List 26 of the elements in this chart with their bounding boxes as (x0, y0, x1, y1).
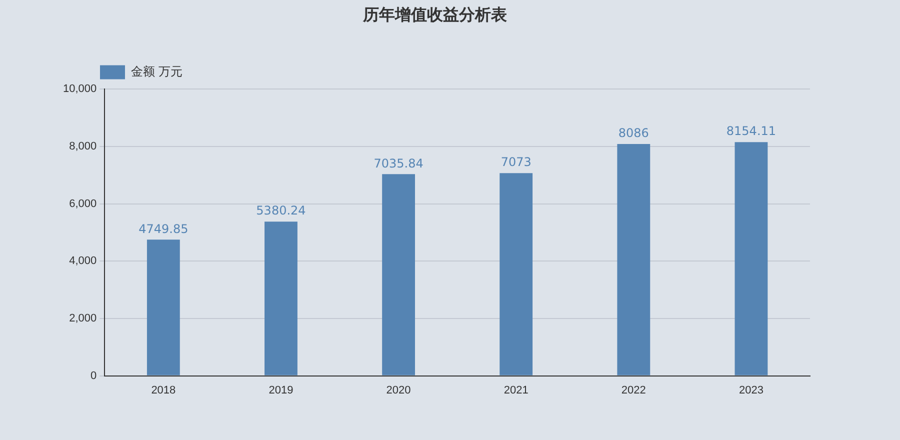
x-tick-label: 2018 (151, 384, 176, 396)
data-label: 8086 (618, 126, 649, 140)
chart-title: 历年增值收益分析表 (362, 6, 508, 24)
y-tick-label: 0 (90, 370, 97, 382)
x-tick-label: 2023 (738, 384, 764, 396)
x-tick-label: 2022 (621, 384, 646, 396)
y-tick-label: 6,000 (69, 198, 97, 210)
bar (734, 142, 768, 376)
y-tick-label: 8,000 (69, 140, 97, 153)
data-label: 8154.11 (726, 124, 776, 138)
legend-label: 金额 万元 (131, 64, 182, 79)
x-tick-label: 2019 (268, 384, 294, 396)
data-label: 5380.24 (256, 204, 306, 218)
bar (617, 144, 650, 376)
data-label: 7073 (500, 155, 532, 170)
bar (264, 222, 298, 376)
bar (500, 173, 533, 376)
data-label: 7035.84 (374, 156, 424, 170)
y-tick-label: 10,000 (62, 83, 97, 96)
x-tick-label: 2021 (504, 384, 528, 396)
y-tick-label: 4,000 (69, 255, 97, 268)
bar (146, 240, 180, 376)
y-tick-label: 2,000 (69, 312, 97, 325)
bar (382, 174, 415, 376)
x-tick-label: 2020 (386, 384, 411, 396)
data-label: 4749.85 (138, 222, 188, 236)
